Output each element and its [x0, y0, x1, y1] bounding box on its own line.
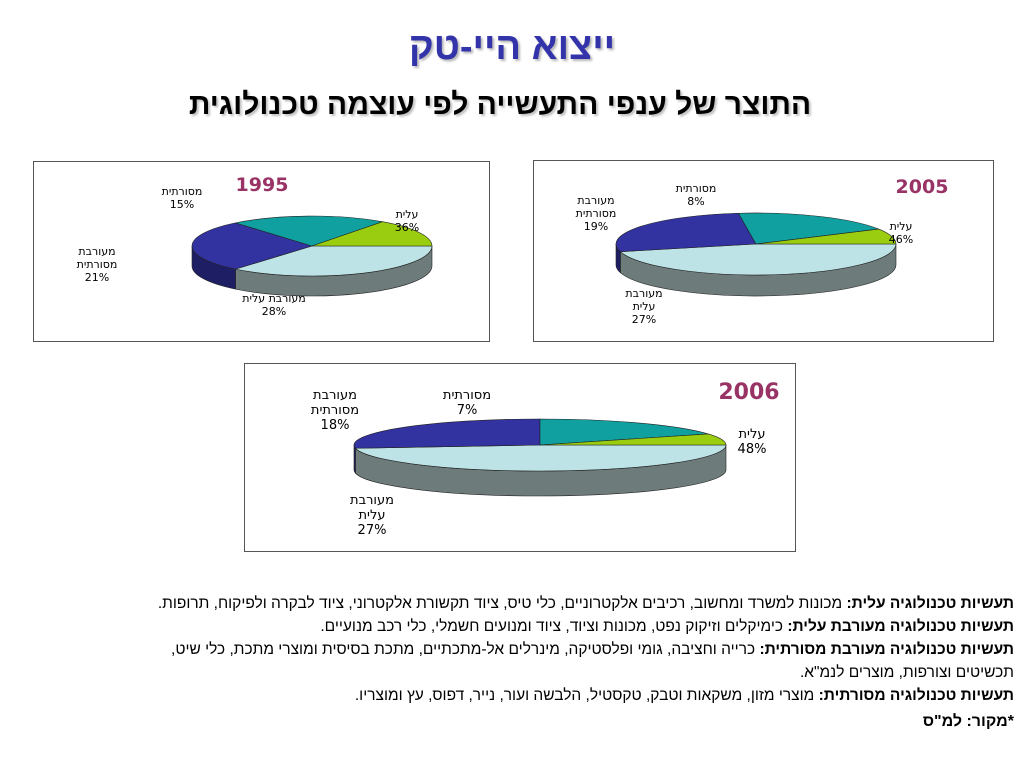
slice-percent: 27% — [632, 313, 656, 326]
chart-year-title: 1995 — [236, 174, 289, 196]
slice-medium-high-tech — [353, 418, 541, 449]
slice-name: מעורבת — [350, 493, 394, 508]
pie-svg-2006: 2006עלית48%מעורבתעלית27%מעורבתמסורתית18%… — [311, 380, 780, 538]
slice-name: עלית — [633, 300, 656, 313]
page-title: ייצוא היי-טק — [408, 26, 616, 68]
slice-high-tech — [619, 243, 897, 276]
note-medium-low-tech: תעשיות טכנולוגיה מעורבת מסורתית: כרייה ו… — [120, 638, 1014, 684]
slice-high-tech — [354, 444, 727, 472]
slice-percent: 19% — [584, 220, 608, 233]
note-high-tech: תעשיות טכנולוגיה עלית: מכונות למשרד ומחש… — [120, 592, 1014, 615]
note-medium-low-text: כרייה וחציבה, גומי ופלסטיקה, מינרלים אל-… — [171, 641, 1014, 681]
slice-percent: 28% — [262, 305, 286, 318]
slice-low-tech — [311, 221, 433, 247]
note-high-tech-label: תעשיות טכנולוגיה עלית: — [846, 595, 1014, 612]
slice-low-tech — [755, 228, 897, 245]
chart-year-title: 2006 — [718, 380, 779, 405]
slice-percent: 7% — [457, 403, 478, 418]
slice-name: מסורתית — [77, 258, 118, 271]
slice-name: מסורתית — [443, 388, 491, 403]
note-low-tech-label: תעשיות טכנולוגיה מסורתית: — [818, 687, 1014, 704]
slice-name: מסורתית — [162, 185, 203, 198]
pie-chart-2005: 2005 עלית 46% מעורבת עלית 27% מעורבת מסורתית 19%… — [533, 160, 994, 342]
slice-percent: 48% — [738, 442, 767, 457]
slice-name: עלית — [359, 508, 386, 523]
slice-name: מעורבת עלית — [242, 292, 305, 305]
slice-percent: 21% — [85, 271, 109, 284]
industry-definitions: תעשיות טכנולוגיה עלית: מכונות למשרד ומחש… — [120, 592, 1014, 733]
slice-name: עלית — [890, 220, 913, 233]
page-subtitle: התוצר של ענפי התעשייה לפי עוצמה טכנולוגי… — [188, 88, 812, 121]
note-medium-low-label: תעשיות טכנולוגיה מעורבת מסורתית: — [759, 641, 1014, 658]
slice-percent: 18% — [321, 418, 350, 433]
slice-name: מסורתית — [676, 182, 717, 195]
slice-medium-low-tech — [235, 215, 384, 247]
slice-side-medium-high-tech — [353, 444, 356, 475]
slice-percent: 36% — [395, 221, 419, 234]
slice-high-tech — [235, 245, 433, 277]
pie-chart-2006: 2006 עלית 48% מעורבת עלית 27% מעורבת מסורתית 18%… — [244, 363, 796, 552]
slice-name: מעורבת — [577, 194, 614, 207]
pie-svg-2005: 2005עלית46%מעורבתעלית27%מעורבתמסורתית19%… — [576, 176, 949, 326]
note-low-tech: תעשיות טכנולוגיה מסורתית: מוצרי מזון, מש… — [120, 684, 1014, 707]
note-medium-high-tech: תעשיות טכנולוגיה מעורבת עלית: כימיקלים ו… — [120, 615, 1014, 638]
slice-percent: 46% — [889, 233, 913, 246]
slice-percent: 15% — [170, 198, 194, 211]
slice-medium-high-tech — [615, 212, 757, 253]
note-low-tech-text: מוצרי מזון, משקאות וטבק, טקסטיל, הלבשה ו… — [354, 687, 815, 704]
slice-percent: 8% — [687, 195, 704, 208]
slice-medium-low-tech — [539, 418, 709, 446]
note-high-tech-text: מכונות למשרד ומחשוב, רכיבים אלקטרוניים, … — [157, 595, 843, 612]
slice-name: מעורבת — [313, 388, 357, 403]
slice-name: מסורתית — [576, 207, 617, 220]
slice-name: עלית — [739, 427, 766, 442]
chart-year-title: 2005 — [896, 176, 949, 198]
slice-name: מעורבת — [625, 287, 662, 300]
pie-chart-1995: 1995 עלית 36% מעורבת עלית 28% מעורבת מסורתית 21… — [33, 161, 490, 342]
slice-low-tech — [539, 433, 727, 446]
source-note: *מקור: למ"ס — [922, 713, 1014, 730]
slice-percent: 27% — [358, 523, 387, 538]
note-medium-high-label: תעשיות טכנולוגיה מעורבת עלית: — [787, 618, 1014, 635]
note-medium-high-text: כימיקלים וזיקוק נפט, מכונות וציוד, ציוד … — [320, 618, 784, 635]
slice-medium-low-tech — [737, 212, 879, 245]
slice-name: עלית — [396, 208, 419, 221]
slice-medium-high-tech — [191, 222, 314, 270]
slice-name: מעורבת — [78, 245, 115, 258]
slice-name: מסורתית — [311, 403, 359, 418]
